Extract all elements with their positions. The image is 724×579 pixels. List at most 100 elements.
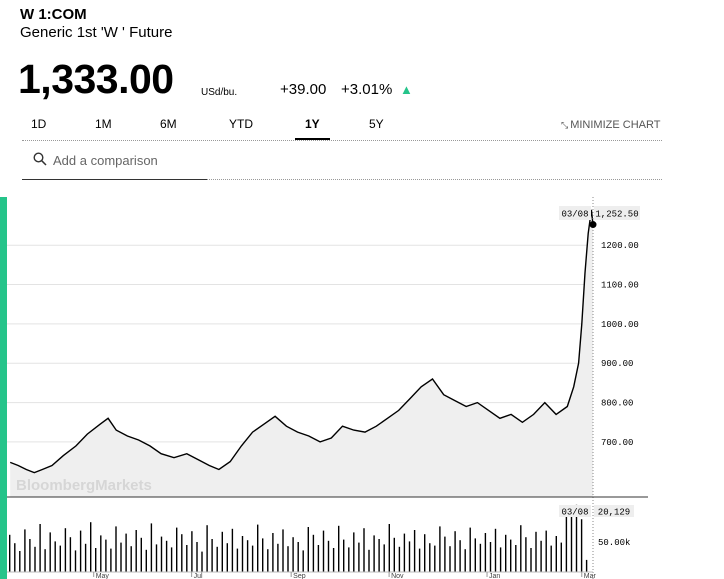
volume-bar	[211, 539, 213, 572]
minimize-icon: ⤡	[561, 120, 569, 130]
tab-5y[interactable]: 5Y	[369, 117, 384, 131]
volume-bar	[494, 528, 497, 572]
volume-bar	[408, 541, 411, 572]
volume-bar	[191, 531, 193, 572]
volume-bar	[570, 515, 573, 572]
tab-1m[interactable]: 1M	[95, 117, 112, 131]
volume-bar	[368, 549, 370, 572]
volume-bar	[130, 546, 132, 572]
volume-bar	[267, 549, 269, 572]
volume-bar	[251, 545, 254, 572]
volume-bar	[575, 504, 578, 572]
volume-bar	[19, 551, 21, 572]
volume-bar	[246, 540, 249, 572]
volume-date-box	[559, 505, 591, 517]
volume-bar	[282, 529, 284, 572]
volume-bar	[312, 534, 315, 572]
volume-bar	[332, 548, 335, 572]
volume-bar	[145, 549, 147, 572]
up-triangle-icon: ▲	[400, 82, 413, 97]
volume-bar	[413, 530, 416, 572]
volume-bar	[155, 544, 158, 572]
volume-bar	[165, 540, 168, 572]
volume-bar	[14, 543, 16, 572]
volume-bar	[454, 531, 456, 572]
volume-bar	[403, 533, 406, 572]
x-tick-label: Jul	[194, 573, 203, 579]
last-volume-label: 03/08 20,129	[559, 505, 634, 518]
volume-bar	[307, 527, 309, 572]
volume-bar	[272, 533, 274, 572]
volume-bar	[69, 537, 72, 572]
last-price: 1,333.00	[18, 56, 174, 102]
tab-1d[interactable]: 1D	[31, 117, 47, 131]
search-underline	[22, 179, 207, 180]
volume-bar	[484, 533, 487, 572]
volume-bar	[90, 522, 92, 572]
volume-bar	[317, 545, 320, 572]
bloomberg-watermark: BloombergMarkets	[16, 477, 152, 494]
volume-bar	[110, 548, 112, 572]
comparison-search-input[interactable]	[53, 151, 203, 169]
volume-bar	[59, 545, 61, 572]
tab-ytd[interactable]: YTD	[229, 117, 253, 131]
volume-bar	[343, 539, 345, 572]
volume-bar	[338, 525, 340, 572]
x-tick-label: May	[96, 573, 110, 579]
minimize-chart-label: MINIMIZE CHART	[570, 119, 661, 131]
tab-1y[interactable]: 1Y	[305, 117, 320, 131]
volume-bar	[206, 525, 208, 572]
volume-bar	[236, 548, 239, 572]
minimize-chart-button[interactable]: ⤡ MINIMIZE CHART	[561, 119, 660, 131]
tab-6m[interactable]: 6M	[160, 117, 177, 131]
volume-bar	[449, 546, 451, 572]
volume-bar	[100, 535, 102, 572]
volume-bar	[302, 550, 304, 572]
volume-bar	[565, 507, 568, 572]
volume-bar	[383, 544, 385, 572]
active-chart-indicator	[0, 197, 7, 579]
volume-bar	[181, 534, 183, 572]
volume-bar	[160, 536, 163, 572]
price-line	[9, 209, 594, 474]
volume-bar	[297, 542, 299, 572]
volume-bar	[262, 538, 264, 572]
volume-bar	[398, 546, 401, 572]
volume-date-text: 03/08	[561, 508, 588, 518]
volume-bar	[434, 545, 436, 572]
x-tick-label: Nov	[391, 573, 404, 579]
volume-bar	[24, 529, 26, 572]
volume-bar	[560, 542, 562, 572]
volume-bar	[525, 537, 527, 572]
volume-bar	[201, 551, 203, 572]
volume-bar	[327, 540, 330, 572]
volume-bar	[515, 545, 517, 572]
last-date-box	[559, 206, 591, 220]
y-tick-label: 1000.00	[601, 320, 639, 330]
volume-bar	[358, 542, 360, 572]
volume-bar	[64, 528, 67, 572]
volume-value-text: 20,129	[598, 508, 630, 518]
y-tick-label: 1200.00	[601, 241, 639, 251]
volume-value-box	[594, 505, 634, 517]
last-date-text: 03/08	[561, 210, 588, 220]
volume-bar	[378, 539, 380, 572]
x-tick-label: Jan	[489, 573, 500, 579]
volume-bar	[231, 528, 234, 572]
y-tick-label: 900.00	[601, 359, 633, 369]
volume-bar	[459, 540, 461, 572]
volume-bar	[79, 530, 82, 572]
volume-bar	[474, 538, 476, 572]
volume-bar	[363, 528, 365, 572]
volume-bar	[499, 547, 502, 572]
y-tick-label: 700.00	[601, 438, 633, 448]
volume-bar	[150, 523, 153, 572]
search-divider	[207, 179, 662, 180]
volume-bar	[424, 534, 426, 572]
volume-bar	[84, 543, 87, 572]
security-name: Generic 1st 'W ' Future	[20, 24, 173, 41]
volume-bar	[125, 533, 127, 572]
last-price-marker	[589, 221, 597, 229]
volume-bar	[322, 530, 325, 572]
